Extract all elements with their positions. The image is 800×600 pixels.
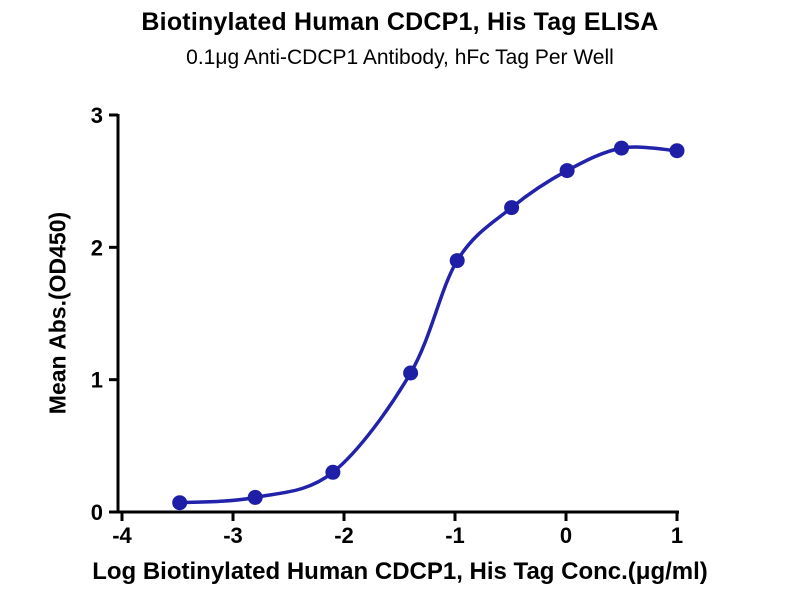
data-point bbox=[325, 464, 341, 480]
chart-title: Biotinylated Human CDCP1, His Tag ELISA bbox=[141, 8, 659, 36]
y-tick-label: 1 bbox=[91, 368, 103, 393]
data-point bbox=[559, 163, 575, 179]
data-point bbox=[403, 365, 419, 381]
x-tick-label: -2 bbox=[334, 523, 354, 548]
data-point bbox=[172, 495, 188, 511]
x-tick-label: -1 bbox=[445, 523, 465, 548]
tick-label-layer: -4 -3 -2 -1 0 1 0 1 2 3 bbox=[91, 103, 683, 548]
data-point bbox=[614, 140, 629, 156]
y-tick-label: 0 bbox=[91, 500, 103, 525]
x-tick-label: 1 bbox=[671, 523, 683, 548]
x-tick-label: -3 bbox=[223, 523, 243, 548]
data-point bbox=[247, 489, 263, 505]
y-tick-label: 2 bbox=[91, 235, 103, 260]
chart-subtitle: 0.1μg Anti-CDCP1 Antibody, hFc Tag Per W… bbox=[186, 46, 614, 69]
axis-spine bbox=[116, 114, 679, 514]
data-point bbox=[449, 253, 465, 269]
x-tick-label: 0 bbox=[560, 523, 572, 548]
data-point bbox=[669, 143, 685, 159]
fit-curve bbox=[177, 145, 679, 505]
data-point bbox=[504, 200, 520, 216]
y-axis-label: Mean Abs.(OD450) bbox=[44, 211, 71, 415]
fit-curve-layer bbox=[177, 145, 679, 505]
y-tick-label: 3 bbox=[91, 103, 103, 128]
x-axis-label: Log Biotinylated Human CDCP1, His Tag Co… bbox=[92, 558, 708, 585]
x-tick-label: -4 bbox=[112, 523, 132, 548]
data-points-layer bbox=[172, 140, 685, 511]
axes-layer bbox=[109, 113, 679, 521]
